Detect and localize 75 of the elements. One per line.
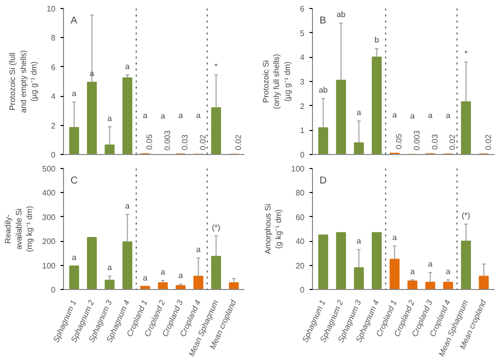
text: B bbox=[320, 16, 326, 26]
y-tick-label: 5 bbox=[300, 28, 306, 38]
annotation: a bbox=[356, 108, 362, 117]
y-tick-label: 2 bbox=[51, 121, 56, 130]
annotation: ab bbox=[336, 10, 346, 20]
annotation: (*) bbox=[462, 211, 471, 220]
annotation: b bbox=[374, 36, 380, 45]
annotation: a bbox=[90, 69, 95, 78]
annotation: a bbox=[428, 110, 434, 120]
text: A bbox=[70, 16, 78, 26]
annotation: a bbox=[410, 111, 416, 120]
y-tick-label: 300 bbox=[42, 212, 56, 222]
y-tick-label: 10 bbox=[46, 4, 56, 14]
annotation: a bbox=[107, 263, 112, 272]
data-label: 0.02 bbox=[198, 134, 208, 150]
y-tick-label: 0 bbox=[51, 286, 56, 294]
annotation: a bbox=[356, 236, 362, 246]
y-axis-title: Amorphous Si (g kg⁻¹ dm) bbox=[263, 204, 284, 254]
annotation: a bbox=[428, 260, 434, 269]
annotation: (*) bbox=[212, 222, 221, 232]
annotation: a bbox=[142, 273, 148, 282]
annotation: a bbox=[107, 114, 112, 123]
y-tick-label: 2 bbox=[300, 102, 306, 111]
y-tick-label: 40 bbox=[296, 237, 306, 246]
annotation: a bbox=[125, 62, 130, 71]
annotation: a bbox=[72, 253, 77, 262]
annotation: a bbox=[160, 111, 166, 120]
y-tick-label: 4 bbox=[51, 92, 56, 102]
data-label: 0.003 bbox=[162, 130, 172, 150]
y-tick-label: 80 bbox=[296, 188, 306, 198]
annotation: * bbox=[464, 49, 468, 58]
y-tick-label: 20 bbox=[296, 261, 306, 270]
y-tick-label: 1 bbox=[300, 126, 306, 136]
annotation: a bbox=[160, 268, 166, 277]
data-label: 0.03 bbox=[180, 134, 190, 150]
y-tick-label: 6 bbox=[51, 62, 56, 72]
annotation: a bbox=[446, 111, 451, 120]
y-tick-label: 8 bbox=[51, 34, 56, 43]
annotation: a bbox=[392, 232, 398, 242]
data-label: 0.02 bbox=[234, 134, 243, 150]
y-tick-label: 0 bbox=[300, 286, 306, 294]
text: D bbox=[320, 176, 327, 186]
annotation: a bbox=[446, 266, 451, 276]
y-axis-title: Readily- available Si (mg kg⁻¹ dm) bbox=[4, 206, 34, 252]
data-label: 0.02 bbox=[448, 134, 458, 150]
annotation: a bbox=[410, 266, 416, 276]
annotation: * bbox=[214, 62, 218, 71]
data-label: 0.003 bbox=[412, 130, 422, 150]
y-axis-title: Protozoic Si (only full shells) (µg g⁻¹ dm) bbox=[261, 54, 292, 110]
annotation: a bbox=[142, 110, 148, 120]
y-tick-label: 200 bbox=[42, 237, 56, 246]
data-label: 0.02 bbox=[484, 134, 493, 150]
data-label: 0.03 bbox=[430, 134, 440, 150]
annotation: a bbox=[392, 110, 398, 120]
text: C bbox=[70, 176, 78, 186]
annotation: a bbox=[196, 111, 202, 120]
y-tick-label: 4 bbox=[300, 53, 306, 62]
annotation: a bbox=[178, 111, 184, 120]
y-tick-label: 400 bbox=[42, 188, 56, 198]
y-tick-label: 100 bbox=[291, 164, 306, 174]
y-tick-label: 0 bbox=[300, 150, 306, 160]
y-tick-label: 500 bbox=[42, 164, 56, 174]
annotation: a bbox=[72, 88, 77, 98]
annotation: a bbox=[125, 201, 130, 210]
y-tick-label: 3 bbox=[300, 78, 306, 86]
y-tick-label: 0 bbox=[51, 150, 56, 160]
annotation: a bbox=[178, 271, 184, 280]
data-label: 0.05 bbox=[145, 134, 154, 150]
data-label: 0.05 bbox=[394, 133, 404, 150]
annotation: a bbox=[196, 245, 202, 254]
y-tick-label: 100 bbox=[42, 261, 56, 270]
y-tick-label: 60 bbox=[296, 212, 306, 222]
annotation: ab bbox=[318, 86, 328, 95]
y-tick-label: 6 bbox=[300, 4, 306, 14]
y-axis-title: Protozoic Si (full and empty shells) (µg g⁻¹ dm) bbox=[8, 50, 39, 113]
